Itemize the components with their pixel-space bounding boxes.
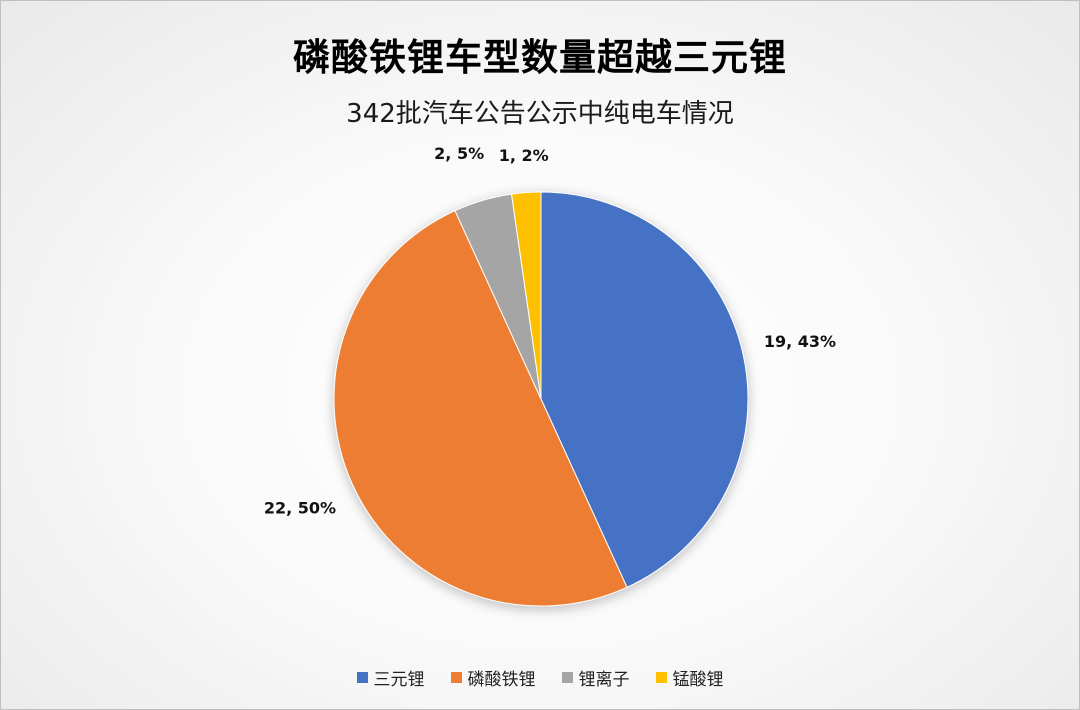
legend-label: 磷酸铁锂 bbox=[467, 670, 536, 690]
pie-data-label: 2, 5% bbox=[434, 144, 484, 163]
pie-slice bbox=[333, 210, 628, 607]
pie-data-label: 19, 43% bbox=[764, 332, 836, 351]
pie-labels: 19, 43% 22, 50% 2, 5% 1, 2% bbox=[264, 144, 836, 518]
legend-item: 锰酸锂 bbox=[655, 665, 724, 690]
legend-item: 锂离子 bbox=[561, 665, 630, 690]
chart-subtitle: 342批汽车公告公示中纯电车情况 bbox=[346, 99, 734, 129]
pie-data-label: 22, 50% bbox=[264, 499, 336, 518]
chart-title: 磷酸铁锂车型数量超越三元锂 bbox=[293, 36, 787, 79]
legend-item: 磷酸铁锂 bbox=[450, 665, 536, 690]
pie-data-label: 1, 2% bbox=[499, 146, 549, 165]
pie-slices bbox=[333, 191, 749, 607]
legend-swatch-icon bbox=[356, 672, 368, 683]
pie-slice bbox=[510, 191, 542, 400]
legend-label: 锰酸锂 bbox=[672, 670, 724, 690]
legend-label: 三元锂 bbox=[373, 670, 425, 690]
legend-swatch-icon bbox=[655, 672, 667, 683]
legend-swatch-icon bbox=[561, 672, 573, 683]
pie-slice bbox=[540, 191, 749, 588]
legend-swatch-icon bbox=[450, 672, 462, 683]
legend-item: 三元锂 bbox=[356, 665, 425, 690]
legend-label: 锂离子 bbox=[578, 670, 630, 690]
legend: 三元锂 磷酸铁锂 锂离子 锰酸锂 bbox=[1, 665, 1079, 690]
